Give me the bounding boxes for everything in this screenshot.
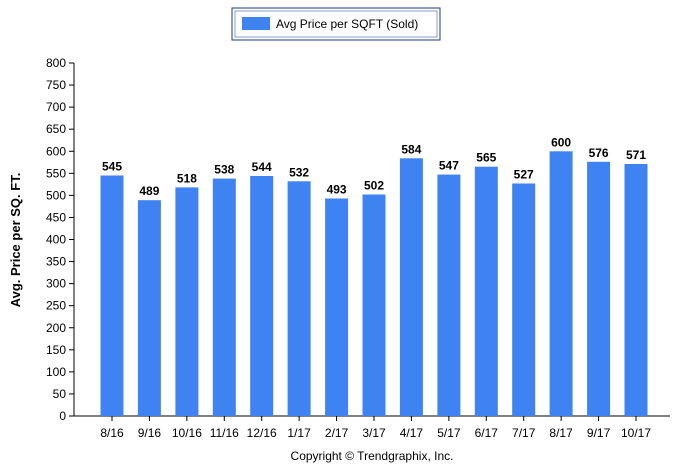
bars: 545 489 518 538 544 532 493 502 584 547 565 527 600 5… [100,135,648,417]
x-axis-ticks: 8/16 9/16 10/16 11/16 12/16 1/17 2/17 3/17 4/17 5… [100,416,651,440]
x-tick-label: 12/16 [247,426,277,440]
x-tick-label: 8/17 [549,426,573,440]
x-tick-label: 9/16 [138,426,162,440]
bar [437,174,461,416]
y-tick-label: 100 [46,365,66,379]
x-tick-label: 1/17 [287,426,311,440]
legend-inner-border [234,10,438,38]
bar [325,198,349,416]
data-label: 544 [252,160,272,174]
y-axis-ticks: 0 50 100 150 200 250 300 350 400 450 500 550 600 650 7… [46,56,74,423]
bar [212,178,236,416]
x-tick-label: 11/16 [210,426,239,440]
bar [549,151,573,417]
y-axis-label: Avg. Price per SQ. FT. [8,173,23,308]
data-label: 489 [139,184,159,198]
data-label: 518 [177,171,197,185]
x-tick-label: 4/17 [400,426,424,440]
data-label: 576 [589,146,609,160]
data-label: 565 [476,151,496,165]
legend: Avg Price per SQFT (Sold) [231,7,441,41]
bar [624,164,648,416]
data-label: 538 [214,163,234,177]
data-label: 571 [626,148,646,162]
x-tick-label: 10/16 [172,426,202,440]
data-label: 493 [327,183,347,197]
x-tick-label: 10/17 [621,426,651,440]
y-tick-label: 400 [46,233,66,247]
bar [362,194,386,416]
bar [587,161,611,416]
data-label: 600 [551,135,571,149]
legend-entry-label: Avg Price per SQFT (Sold) [276,17,418,31]
x-tick-label: 7/17 [512,426,536,440]
y-tick-label: 750 [46,78,66,92]
data-label: 527 [514,168,534,182]
y-tick-label: 250 [46,299,66,313]
legend-swatch [242,17,270,30]
x-tick-label: 5/17 [437,426,461,440]
y-tick-label: 150 [46,343,66,357]
y-tick-label: 0 [59,409,66,423]
y-tick-label: 550 [46,166,66,180]
copyright-text: Copyright © Trendgraphix, Inc. [291,449,454,463]
y-tick-label: 300 [46,277,66,291]
x-tick-label: 6/17 [475,426,499,440]
x-tick-label: 9/17 [587,426,611,440]
bar [250,176,274,416]
x-tick-label: 3/17 [362,426,386,440]
y-tick-label: 700 [46,100,66,114]
y-tick-label: 450 [46,210,66,224]
bar [100,175,124,416]
bar [287,181,311,416]
y-tick-label: 350 [46,255,66,269]
bar [399,158,423,417]
y-tick-label: 200 [46,321,66,335]
y-tick-label: 800 [46,56,66,70]
bar [474,166,498,416]
data-label: 584 [401,142,421,156]
bar [137,200,161,416]
bar [175,187,199,416]
data-label: 532 [289,165,309,179]
y-tick-label: 650 [46,122,66,136]
data-label: 545 [102,160,122,174]
data-label: 547 [439,159,459,173]
y-tick-label: 50 [53,387,67,401]
y-tick-label: 500 [46,188,66,202]
data-label: 502 [364,179,384,193]
y-tick-label: 600 [46,144,66,158]
x-tick-label: 2/17 [325,426,349,440]
x-tick-label: 8/16 [100,426,124,440]
bar [512,183,536,416]
